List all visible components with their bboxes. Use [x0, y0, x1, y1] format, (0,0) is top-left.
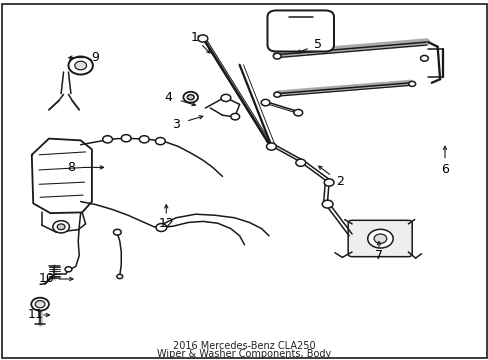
Circle shape: [155, 138, 165, 145]
Circle shape: [102, 136, 112, 143]
Circle shape: [183, 92, 198, 103]
Circle shape: [65, 267, 72, 272]
Circle shape: [273, 53, 281, 59]
Circle shape: [156, 224, 166, 231]
Circle shape: [75, 61, 86, 70]
Circle shape: [68, 57, 93, 75]
Text: 6: 6: [440, 163, 448, 176]
Text: 9: 9: [91, 51, 99, 64]
Circle shape: [198, 35, 207, 42]
Text: 10: 10: [39, 273, 54, 285]
Circle shape: [53, 221, 69, 233]
Text: 7: 7: [374, 249, 382, 262]
Circle shape: [273, 92, 280, 97]
Circle shape: [266, 143, 276, 150]
Circle shape: [221, 94, 230, 102]
Circle shape: [230, 113, 239, 120]
Text: 5: 5: [313, 39, 321, 51]
Circle shape: [324, 179, 333, 186]
Circle shape: [261, 99, 269, 106]
Text: 4: 4: [164, 91, 172, 104]
Circle shape: [121, 135, 131, 142]
Text: Wiper & Washer Components, Body: Wiper & Washer Components, Body: [157, 348, 331, 359]
FancyBboxPatch shape: [347, 220, 411, 257]
Text: 2016 Mercedes-Benz CLA250: 2016 Mercedes-Benz CLA250: [173, 341, 315, 351]
Text: 11: 11: [27, 309, 43, 321]
Circle shape: [117, 274, 122, 279]
Circle shape: [322, 200, 332, 208]
Circle shape: [31, 298, 49, 311]
Text: 8: 8: [67, 161, 75, 174]
Circle shape: [113, 229, 121, 235]
Circle shape: [35, 301, 45, 308]
Text: 3: 3: [172, 118, 180, 131]
FancyBboxPatch shape: [267, 10, 333, 51]
Circle shape: [367, 229, 392, 248]
Circle shape: [293, 109, 302, 116]
Circle shape: [373, 234, 386, 243]
Circle shape: [295, 159, 305, 166]
Circle shape: [420, 55, 427, 61]
Text: 12: 12: [158, 217, 174, 230]
Text: 1: 1: [190, 31, 198, 44]
Circle shape: [187, 95, 194, 100]
Text: 2: 2: [335, 175, 343, 188]
Circle shape: [408, 81, 415, 86]
Circle shape: [139, 136, 149, 143]
Circle shape: [57, 224, 65, 230]
